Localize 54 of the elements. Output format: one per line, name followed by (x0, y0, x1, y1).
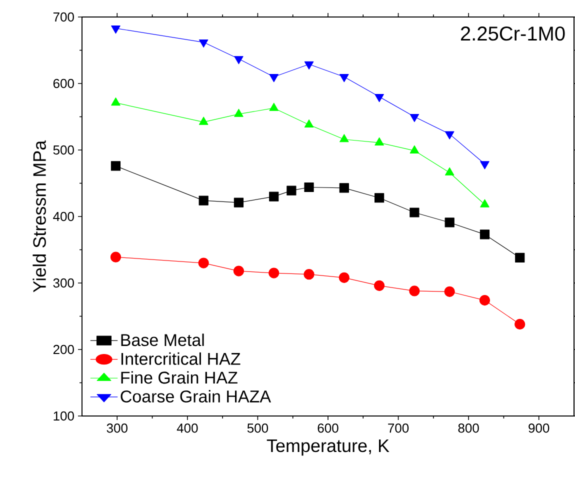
legend-label: Fine Grain HAZ (121, 371, 238, 384)
y-tick-label: 600 (53, 78, 74, 88)
x-tick-label: 300 (106, 424, 128, 433)
x-axis-title: Temperature, K (266, 440, 390, 456)
annotation: 2.25Cr-1M0 (460, 26, 565, 41)
point (198, 258, 209, 268)
point (410, 114, 420, 122)
point (110, 161, 121, 171)
legend-label: Coarse Grain HAZA (120, 390, 272, 403)
x-tick-label: 500 (247, 424, 268, 433)
point (338, 272, 350, 283)
point (409, 286, 420, 296)
point (444, 218, 454, 228)
point (304, 61, 314, 70)
point (234, 56, 244, 64)
legend-label: Base Metal (121, 334, 204, 346)
y-tick-label: 500 (53, 145, 74, 155)
point (304, 182, 314, 192)
point (111, 26, 120, 34)
point (340, 74, 349, 82)
y-tick-label: 200 (53, 344, 74, 354)
y-axis-title: Yield Stressm MPa (32, 140, 46, 292)
point (374, 280, 385, 291)
x-tick-label: 900 (528, 424, 550, 433)
point (198, 196, 208, 206)
y-tick-label: 700 (53, 12, 74, 22)
point (515, 252, 525, 263)
point (268, 268, 280, 278)
point (374, 94, 384, 102)
y-tick-label: 300 (53, 278, 74, 288)
point (479, 294, 490, 306)
point (374, 193, 384, 203)
point (480, 230, 490, 240)
point (234, 198, 244, 208)
legend-label: Intercritical HAZ (121, 352, 240, 365)
point (304, 269, 314, 280)
x-tick-label: 600 (318, 424, 338, 433)
point (269, 74, 279, 82)
x-tick-label: 400 (176, 424, 198, 433)
y-tick-label: 100 (54, 411, 74, 421)
point (269, 192, 279, 202)
point (110, 252, 122, 262)
point (233, 266, 244, 276)
point (286, 186, 296, 196)
point (410, 208, 420, 218)
point (444, 131, 454, 140)
y-tick-label: 400 (53, 212, 74, 222)
x-tick-label: 800 (458, 424, 479, 433)
point (339, 183, 349, 193)
point (198, 39, 208, 48)
point (444, 286, 455, 297)
point (514, 318, 526, 330)
point (480, 161, 490, 170)
x-tick-label: 700 (388, 424, 409, 433)
